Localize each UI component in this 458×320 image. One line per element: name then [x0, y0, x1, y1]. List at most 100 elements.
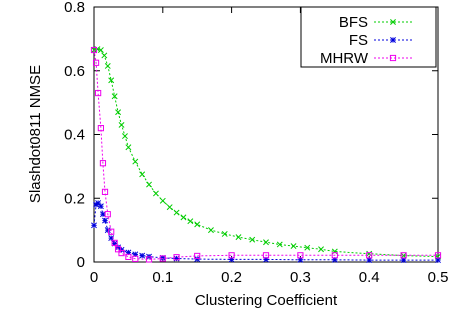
data-point-mhrw — [262, 252, 270, 259]
marker-stroke — [304, 244, 311, 251]
marker-stroke — [166, 204, 173, 211]
data-point-bfs — [152, 190, 159, 197]
legend-label-fs: FS — [349, 32, 368, 49]
data-point-mhrw — [331, 252, 338, 259]
marker-square — [104, 211, 111, 218]
marker-stroke — [290, 243, 297, 250]
y-tick-label: 0.6 — [64, 63, 85, 80]
data-point-mhrw — [92, 59, 100, 66]
data-point-bfs — [290, 243, 297, 250]
data-point-mhrw — [104, 211, 111, 218]
marker-stroke — [152, 190, 159, 197]
data-point-fs — [194, 256, 201, 263]
marker-square — [228, 252, 235, 259]
data-point-mhrw — [434, 252, 442, 259]
legend-box — [300, 6, 437, 68]
marker-square — [97, 125, 104, 132]
data-point-bfs — [235, 234, 242, 241]
legend-marker-mhrw — [389, 54, 397, 62]
marker-square — [108, 228, 115, 235]
data-point-bfs — [194, 221, 201, 228]
data-point-bfs — [173, 209, 180, 216]
marker-stroke — [173, 209, 180, 216]
data-point-mhrw — [132, 255, 139, 262]
data-point-bfs — [115, 109, 122, 116]
series-line-fs — [93, 202, 438, 261]
marker-stroke — [221, 230, 228, 237]
marker-square — [194, 252, 201, 260]
data-point-bfs — [180, 214, 187, 221]
marker-stroke — [180, 214, 187, 221]
data-point-mhrw — [118, 249, 125, 257]
data-point-bfs — [331, 248, 338, 255]
data-point-mhrw — [159, 255, 166, 262]
marker-stroke — [101, 52, 108, 59]
data-point-bfs — [187, 218, 194, 225]
data-point-mhrw — [95, 89, 102, 97]
marker-stroke — [125, 144, 132, 151]
marker-stroke — [331, 248, 338, 255]
marker-square — [389, 54, 397, 62]
data-point-mhrw — [173, 254, 180, 261]
data-point-bfs — [125, 144, 132, 151]
y-tick-label: 0.4 — [64, 127, 85, 144]
legend-label-bfs: BFS — [339, 14, 368, 31]
series-line-bfs — [93, 48, 439, 258]
marker-square — [99, 160, 107, 167]
marker-stroke — [318, 246, 324, 253]
data-point-bfs — [139, 171, 146, 178]
data-point-fs — [91, 222, 97, 229]
data-point-mhrw — [108, 228, 115, 235]
data-point-mhrw — [114, 246, 122, 253]
marker-square — [331, 252, 338, 259]
data-point-bfs — [304, 244, 311, 251]
marker-stroke — [108, 77, 115, 84]
y-tick-label: 0.8 — [64, 0, 85, 16]
marker-stroke — [97, 47, 104, 53]
marker-stroke — [115, 109, 122, 116]
data-point-mhrw — [99, 160, 107, 167]
data-point-bfs — [104, 63, 111, 69]
data-point-fs — [139, 252, 146, 259]
marker-square — [90, 46, 98, 54]
y-axis-label: Slashdot0811 NMSE — [27, 65, 44, 203]
data-point-mhrw — [194, 252, 201, 260]
data-point-bfs — [159, 197, 166, 204]
data-point-mhrw — [111, 239, 118, 246]
x-tick-label: 0.5 — [428, 269, 449, 286]
data-point-bfs — [118, 121, 125, 128]
marker-stroke — [276, 241, 283, 248]
data-point-bfs — [111, 93, 118, 100]
data-point-bfs — [108, 77, 115, 84]
marker-square — [297, 252, 304, 259]
marker-stroke — [194, 221, 201, 228]
marker-square — [434, 252, 442, 259]
data-point-bfs — [122, 133, 128, 140]
marker-stroke — [208, 227, 214, 234]
data-point-mhrw — [228, 252, 235, 259]
marker-stroke — [139, 171, 146, 178]
marker-stroke — [146, 181, 152, 188]
marker-square — [132, 255, 139, 262]
data-point-bfs — [101, 52, 108, 59]
data-point-bfs — [132, 158, 139, 165]
x-tick-label: 0 — [90, 269, 98, 286]
x-axis-label: Clustering Coefficient — [195, 292, 338, 309]
legend-label-mhrw: MHRW — [320, 50, 369, 67]
series-layer — [90, 46, 442, 264]
marker-square — [95, 89, 102, 97]
marker-square — [111, 239, 118, 246]
marker-stroke — [104, 63, 111, 69]
data-point-bfs — [249, 236, 256, 243]
marker-square — [125, 253, 132, 261]
marker-stroke — [249, 236, 256, 243]
data-point-fs — [97, 203, 104, 210]
series-line-mhrw — [93, 49, 438, 260]
data-point-mhrw — [297, 252, 304, 259]
x-tick-label: 0.3 — [290, 269, 311, 286]
y-tick-label: 0 — [77, 254, 85, 271]
data-point-bfs — [166, 204, 173, 211]
x-tick-label: 0.1 — [152, 269, 173, 286]
